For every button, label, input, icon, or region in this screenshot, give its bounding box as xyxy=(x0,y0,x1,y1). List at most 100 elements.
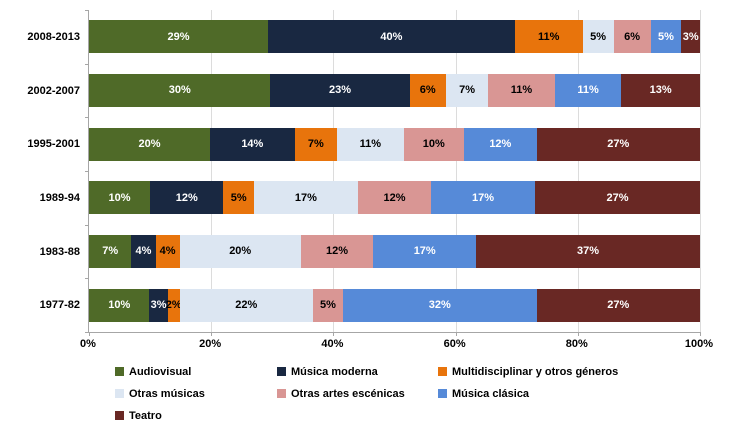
bar-segment: 6% xyxy=(409,73,446,107)
stacked-bar: 10% 12% 5% 17% 12% 17% 27% xyxy=(89,181,700,215)
category-label: 1995-2001 xyxy=(27,138,80,151)
bar-row: 7% 4% 4% 20% 12% 17% 37% xyxy=(89,225,700,279)
x-tick-label: 80% xyxy=(565,338,588,350)
segment-label: 10% xyxy=(422,138,445,151)
legend-item: Teatro xyxy=(115,408,277,423)
bar-segment: 5% xyxy=(650,20,682,54)
segment-label: 37% xyxy=(577,245,600,258)
legend-label: Otras artes escénicas xyxy=(291,387,405,400)
bar-segment: 12% xyxy=(357,181,432,215)
y-tick-mark xyxy=(85,63,89,65)
plot-area: 29% 40% 11% 5% 6% 5% 3% 30% 23% 6% 7% 11% 11% 13% 20% 1… xyxy=(85,10,701,336)
segment-label: 5% xyxy=(230,191,247,204)
x-tick-label: 100% xyxy=(684,338,714,350)
bar-segment: 11% xyxy=(337,127,404,161)
segment-label: 6% xyxy=(419,84,436,97)
bar-segment: 22% xyxy=(179,288,313,322)
bar-segment: 4% xyxy=(155,234,180,268)
y-tick-mark xyxy=(85,171,89,172)
segment-label: 11% xyxy=(510,84,533,97)
segment-label: 14% xyxy=(241,138,264,151)
bar-segment: 40% xyxy=(267,20,515,54)
bar-segment: 27% xyxy=(534,181,700,215)
segment-label: 30% xyxy=(168,84,191,97)
bar-segment: 6% xyxy=(613,20,651,54)
bar-segment: 10% xyxy=(403,127,465,161)
x-tick-label: 0% xyxy=(80,338,96,350)
legend-label: Música clásica xyxy=(452,387,530,400)
y-tick-mark xyxy=(85,117,89,119)
segment-label: 17% xyxy=(472,191,495,204)
x-axis-labels: 0% 20% 40% 60% 80% 100% xyxy=(80,338,713,354)
x-tick-label: 20% xyxy=(199,338,222,350)
segment-label: 12% xyxy=(383,191,406,204)
bar-segment: 14% xyxy=(209,127,295,161)
bar-segment: 7% xyxy=(89,234,132,268)
legend-label: Música moderna xyxy=(291,365,378,378)
bar-segment: 17% xyxy=(373,234,477,268)
stacked-bar: 20% 14% 7% 11% 10% 12% 27% xyxy=(89,127,700,161)
segment-label: 20% xyxy=(138,138,161,151)
bar-segment: 23% xyxy=(270,73,410,107)
bar-segment: 30% xyxy=(89,73,271,107)
bar-segment: 20% xyxy=(179,234,301,268)
bar-segment: 37% xyxy=(476,234,700,268)
segment-label: 11% xyxy=(577,84,599,97)
bar-segment: 4% xyxy=(131,234,156,268)
bar-segment: 27% xyxy=(536,288,700,322)
y-tick-mark xyxy=(85,10,89,11)
bar-segment: 7% xyxy=(294,127,338,161)
segment-label: 23% xyxy=(329,84,352,97)
x-tick-mark xyxy=(700,332,701,336)
segment-label: 40% xyxy=(380,30,403,43)
legend-swatch xyxy=(277,389,286,398)
segment-label: 32% xyxy=(428,299,451,312)
bar-segment: 11% xyxy=(514,20,583,54)
segment-label: 6% xyxy=(624,30,640,43)
segment-label: 27% xyxy=(607,299,630,312)
gridline xyxy=(577,10,579,332)
legend-swatch xyxy=(115,411,124,420)
bar-segment: 11% xyxy=(488,73,555,107)
segment-label: 27% xyxy=(607,138,630,151)
legend-item: Otras músicas xyxy=(115,386,277,401)
bar-segment: 20% xyxy=(89,127,210,161)
x-tick-mark xyxy=(333,332,335,336)
segment-label: 17% xyxy=(294,191,317,204)
stacked-bar: 10% 3% 2% 22% 5% 32% 27% xyxy=(89,288,700,322)
stacked-bar: 30% 23% 6% 7% 11% 11% 13% xyxy=(89,73,700,107)
segment-label: 5% xyxy=(319,299,336,312)
segment-label: 4% xyxy=(135,245,152,258)
plot-rows: 29% 40% 11% 5% 6% 5% 3% 30% 23% 6% 7% 11% 11% 13% 20% 1… xyxy=(89,10,700,332)
legend-swatch xyxy=(115,367,124,376)
segment-label: 22% xyxy=(235,299,258,312)
legend-swatch xyxy=(438,367,447,376)
segment-label: 11% xyxy=(359,138,381,151)
legend-label: Otras músicas xyxy=(129,387,205,400)
legend-swatch xyxy=(115,389,124,398)
segment-label: 7% xyxy=(459,84,476,97)
segment-label: 20% xyxy=(229,245,252,258)
y-axis-labels: 2008-2013 2002-2007 1995-2001 1989-94 1983-8… xyxy=(0,10,80,332)
segment-label: 10% xyxy=(108,191,131,204)
segment-label: 7% xyxy=(102,245,119,258)
bar-segment: 3% xyxy=(149,288,168,322)
bar-segment: 11% xyxy=(554,73,622,107)
bar-row: 10% 3% 2% 22% 5% 32% 27% xyxy=(89,278,700,332)
segment-label: 4% xyxy=(159,245,176,258)
bar-segment: 5% xyxy=(312,288,344,322)
segment-label: 7% xyxy=(307,138,324,151)
segment-label: 13% xyxy=(649,84,672,97)
segment-label: 17% xyxy=(413,245,436,258)
bar-segment: 12% xyxy=(464,127,537,161)
gridline xyxy=(211,10,213,332)
segment-label: 12% xyxy=(489,138,512,151)
bar-row: 10% 12% 5% 17% 12% 17% 27% xyxy=(89,171,700,225)
segment-label: 27% xyxy=(606,191,629,204)
legend-item: Multidisciplinar y otros géneros xyxy=(438,364,618,379)
y-tick-mark xyxy=(85,278,89,280)
bar-segment: 32% xyxy=(343,288,537,322)
segment-label: 10% xyxy=(108,299,131,312)
bar-segment: 10% xyxy=(89,181,151,215)
stacked-bar: 7% 4% 4% 20% 12% 17% 37% xyxy=(89,234,700,268)
